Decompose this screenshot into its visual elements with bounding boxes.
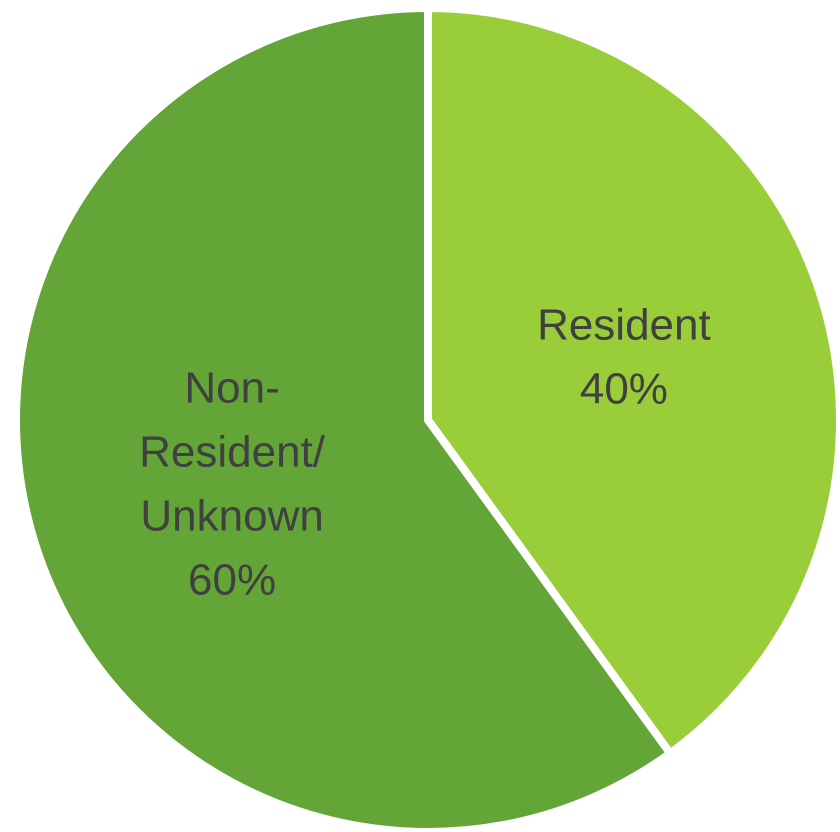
slice-label: Resident 40% bbox=[537, 300, 711, 413]
pie-slice-resident bbox=[424, 3, 840, 759]
slice-label-line: Non- bbox=[184, 364, 279, 413]
slice-label: Non- Resident/Unknown 60% bbox=[139, 364, 326, 605]
pie-labels: Resident 40% Non- Resident/Unknown 60% bbox=[139, 300, 711, 604]
slice-label-line: Resident bbox=[537, 300, 711, 349]
pie-slice-non-resident-unknown bbox=[12, 3, 676, 832]
pie-slices bbox=[12, 3, 840, 832]
slice-label-line: Resident/ bbox=[139, 428, 326, 477]
slice-label-line: 60% bbox=[188, 556, 276, 605]
slice-label-line: Unknown bbox=[140, 492, 323, 541]
slice-label-line: 40% bbox=[580, 364, 668, 413]
